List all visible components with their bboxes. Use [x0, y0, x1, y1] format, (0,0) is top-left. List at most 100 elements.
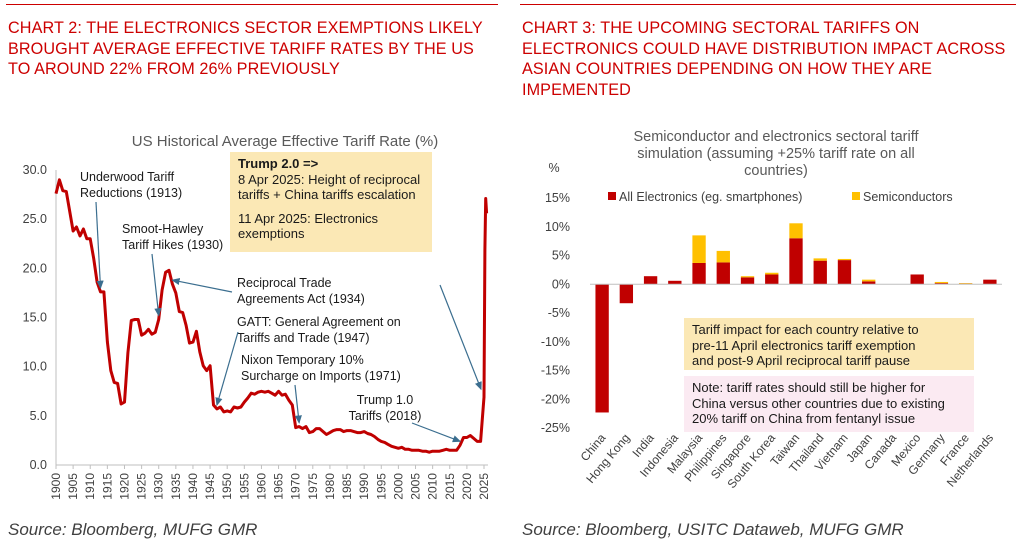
x-tick-label: 2015 — [443, 473, 457, 500]
annotation-rta-l1: Reciprocal Trade — [237, 276, 332, 290]
bar-semiconductors — [740, 276, 755, 278]
left-panel: CHART 2: THE ELECTRONICS SECTOR EXEMPTIO… — [0, 0, 504, 549]
bar-semiconductors — [837, 258, 852, 261]
bar-electronics — [862, 281, 876, 285]
chart3-title-line2: simulation (assuming +25% tariff rate on… — [637, 146, 914, 162]
y-tick-label: -10% — [541, 335, 570, 349]
y-tick-label: -20% — [541, 392, 570, 406]
x-tick-label: 1970 — [289, 473, 303, 500]
china-note-line1: Note: tariff rates should still be highe… — [692, 380, 926, 395]
x-tick-label: 1940 — [186, 473, 200, 500]
bar-electronics — [813, 260, 827, 285]
bar-electronics — [619, 284, 634, 304]
x-tick-label: 2010 — [426, 473, 440, 500]
x-tick-label: 1945 — [203, 473, 217, 500]
y-tick-label: 10.0 — [23, 360, 47, 374]
impact-note-line1: Tariff impact for each country relative … — [692, 322, 919, 337]
annotation-underwood-l1: Underwood Tariff — [80, 170, 175, 184]
bar-electronics — [910, 274, 924, 285]
x-tick-label: 1980 — [323, 473, 337, 500]
callout-title: Trump 2.0 => — [238, 156, 319, 171]
y-tick-label: 15.0 — [23, 311, 47, 325]
bar-electronics — [837, 260, 852, 285]
x-tick-label: 1950 — [220, 473, 234, 500]
annotation-arrow — [215, 331, 239, 407]
trump2-callout: Trump 2.0 => 8 Apr 2025: Height of recip… — [230, 152, 432, 252]
china-note-box: Note: tariff rates should still be highe… — [684, 376, 974, 432]
chart2-headline: CHART 2: THE ELECTRONICS SECTOR EXEMPTIO… — [8, 19, 483, 78]
chart3-source: Source: Bloomberg, USITC Dataweb, MUFG G… — [522, 520, 904, 539]
annotation-gatt-l2: Tariffs and Trade (1947) — [237, 331, 369, 345]
y-tick-label: 30.0 — [23, 163, 47, 177]
y-tick-label: -25% — [541, 421, 570, 435]
callout-line4: exemptions — [238, 226, 305, 241]
annotation-gatt-l1: GATT: General Agreement on — [237, 315, 401, 329]
annotation-arrow — [95, 201, 104, 290]
bar-electronics — [934, 283, 949, 285]
y-tick-label: 15% — [545, 191, 570, 205]
headline-rule — [6, 4, 498, 5]
y-tick-label: 0% — [552, 277, 570, 291]
annotation-trump1-l1: Trump 1.0 — [357, 393, 414, 407]
chart2-title: US Historical Average Effective Tariff R… — [132, 133, 439, 150]
x-tick-label: 1990 — [357, 473, 371, 500]
chart3-title-line1: Semiconductor and electronics sectoral t… — [633, 129, 919, 145]
impact-note-box: Tariff impact for each country relative … — [684, 318, 974, 370]
callout-line1: 8 Apr 2025: Height of reciprocal — [238, 171, 421, 187]
callout-line3: 11 Apr 2025: Electronics — [238, 210, 378, 226]
x-tick-label: 2000 — [391, 473, 405, 500]
x-tick-label: 2025 — [477, 473, 491, 500]
chart3-headline: CHART 3: THE UPCOMING SECTORAL TARIFFS O… — [522, 19, 1006, 99]
bar-electronics — [668, 280, 682, 285]
bar-semiconductors — [789, 223, 803, 239]
x-tick-label: 1925 — [135, 473, 149, 500]
x-tick-label: 1955 — [237, 473, 251, 500]
y-tick-label: -5% — [548, 306, 570, 320]
tariff-rate-line — [54, 178, 489, 454]
annotation-arrow — [411, 422, 462, 443]
right-panel: CHART 3: THE UPCOMING SECTORAL TARIFFS O… — [514, 0, 1022, 549]
x-tick-label: 1900 — [49, 473, 63, 500]
impact-note-line3: and post-9 April reciprocal tariff pause — [692, 353, 910, 368]
x-tick-label: 2020 — [460, 473, 474, 500]
x-tick-label: 1965 — [272, 473, 286, 500]
y-tick-label: 5% — [552, 249, 570, 263]
annotation-nixon-l2: Surcharge on Imports (1971) — [241, 369, 401, 383]
x-tick-label: 2005 — [409, 473, 423, 500]
bar-semiconductors — [716, 250, 730, 263]
x-tick-label: 1930 — [152, 473, 166, 500]
x-tick-label: 1910 — [83, 473, 97, 500]
bar-semiconductors — [813, 258, 827, 261]
bar-semiconductors — [862, 279, 876, 282]
bar-electronics — [765, 274, 779, 285]
bar-semiconductors — [958, 283, 973, 284]
y-unit-label: % — [548, 161, 559, 175]
bar-electronics — [789, 238, 803, 285]
bar-electronics — [643, 276, 658, 285]
y-tick-label: -15% — [541, 364, 570, 378]
y-tick-label: 5.0 — [30, 409, 47, 423]
legend-label-semiconductors: Semiconductors — [863, 190, 953, 204]
headline-rule — [520, 4, 1016, 5]
annotation-underwood-l2: Reductions (1913) — [80, 186, 182, 200]
annotation-nixon-l1: Nixon Temporary 10% — [241, 353, 364, 367]
annotation-smoot-l1: Smoot-Hawley — [122, 222, 204, 236]
annotation-rta-l2: Agreements Act (1934) — [237, 292, 365, 306]
x-tick-label: 1985 — [340, 473, 354, 500]
y-tick-label: 0.0 — [30, 458, 47, 472]
bar-electronics — [983, 279, 997, 285]
x-tick-label: 1905 — [66, 473, 80, 500]
chart3-title-line3: countries) — [744, 163, 808, 179]
y-tick-label: 10% — [545, 220, 570, 234]
impact-note-line2: pre-11 April electronics tariff exemptio… — [692, 337, 916, 353]
annotation-smoot-l2: Tariff Hikes (1930) — [122, 238, 223, 252]
x-tick-label: 1995 — [374, 473, 388, 500]
legend-label-electronics: All Electronics (eg. smartphones) — [619, 190, 802, 204]
bar-electronics — [740, 277, 755, 285]
callout-line2: tariffs + China tariffs escalation — [238, 187, 416, 202]
annotation-arrow — [294, 384, 302, 424]
chart2-source: Source: Bloomberg, MUFG GMR — [8, 520, 258, 539]
y-tick-label: 25.0 — [23, 212, 47, 226]
legend-swatch-semiconductors — [852, 192, 860, 200]
bar-semiconductors — [692, 235, 706, 263]
